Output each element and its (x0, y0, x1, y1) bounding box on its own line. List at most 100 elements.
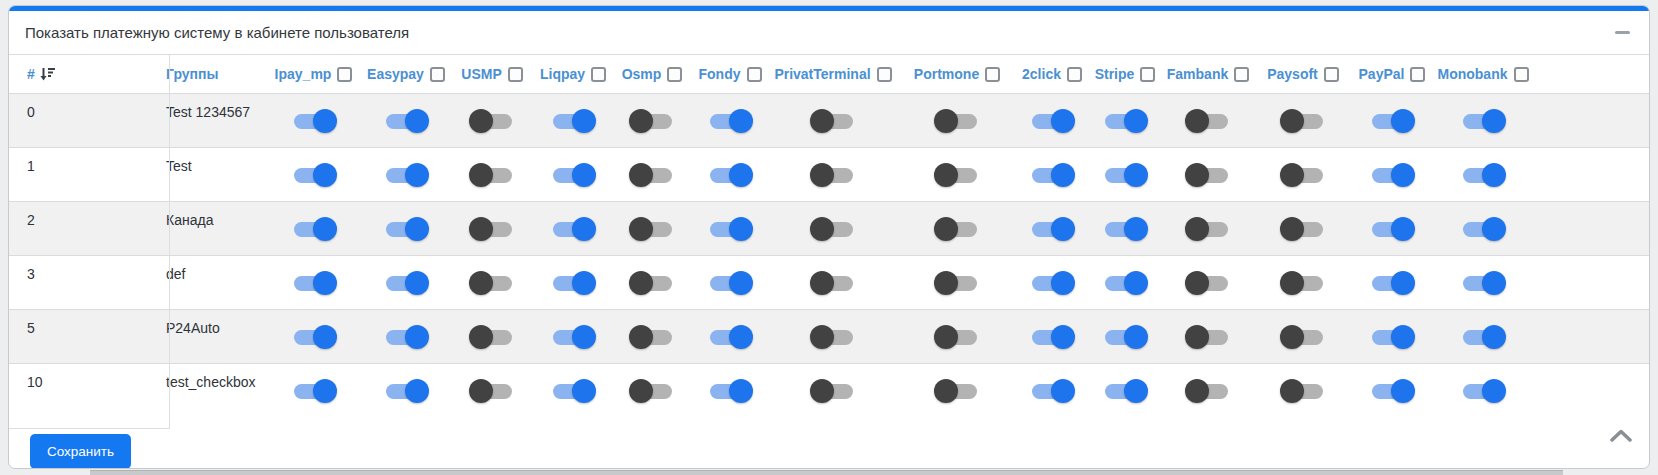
column-select-checkbox-2click[interactable] (1067, 67, 1082, 82)
toggle-liqpay-row-10[interactable] (550, 377, 596, 405)
toggle-stripe-row-0[interactable] (1102, 107, 1148, 135)
toggle-paypal-row-10[interactable] (1369, 377, 1415, 405)
save-button[interactable]: Сохранить (30, 434, 131, 469)
sort-amount-down-icon[interactable] (40, 67, 55, 81)
toggle-paysoft-row-5[interactable] (1280, 323, 1326, 351)
toggle-fambank-row-3[interactable] (1185, 269, 1231, 297)
toggle-easypay-row-5[interactable] (383, 323, 429, 351)
toggle-fambank-row-0[interactable] (1185, 107, 1231, 135)
toggle-paysoft-row-1[interactable] (1280, 161, 1326, 189)
toggle-ipay_mp-row-2[interactable] (291, 215, 337, 243)
toggle-easypay-row-10[interactable] (383, 377, 429, 405)
column-select-checkbox-paypal[interactable] (1410, 67, 1425, 82)
toggle-portmone-row-2[interactable] (934, 215, 980, 243)
toggle-portmone-row-1[interactable] (934, 161, 980, 189)
toggle-portmone-row-10[interactable] (934, 377, 980, 405)
toggle-monobank-row-2[interactable] (1460, 215, 1506, 243)
toggle-fondy-row-0[interactable] (707, 107, 753, 135)
toggle-portmone-row-5[interactable] (934, 323, 980, 351)
toggle-paypal-row-0[interactable] (1369, 107, 1415, 135)
toggle-2click-row-5[interactable] (1029, 323, 1075, 351)
toggle-osmp-row-10[interactable] (629, 377, 675, 405)
toggle-liqpay-row-5[interactable] (550, 323, 596, 351)
toggle-ipay_mp-row-3[interactable] (291, 269, 337, 297)
column-select-checkbox-easypay[interactable] (430, 67, 445, 82)
toggle-paypal-row-3[interactable] (1369, 269, 1415, 297)
toggle-paypal-row-5[interactable] (1369, 323, 1415, 351)
toggle-ipay_mp-row-5[interactable] (291, 323, 337, 351)
toggle-usmp-row-5[interactable] (469, 323, 515, 351)
toggle-privatterminal-row-3[interactable] (810, 269, 856, 297)
toggle-easypay-row-2[interactable] (383, 215, 429, 243)
column-select-checkbox-fambank[interactable] (1234, 67, 1249, 82)
toggle-2click-row-3[interactable] (1029, 269, 1075, 297)
toggle-ipay_mp-row-10[interactable] (291, 377, 337, 405)
toggle-2click-row-2[interactable] (1029, 215, 1075, 243)
column-select-checkbox-usmp[interactable] (508, 67, 523, 82)
toggle-liqpay-row-1[interactable] (550, 161, 596, 189)
toggle-osmp-row-5[interactable] (629, 323, 675, 351)
toggle-paypal-row-2[interactable] (1369, 215, 1415, 243)
toggle-fondy-row-1[interactable] (707, 161, 753, 189)
toggle-usmp-row-0[interactable] (469, 107, 515, 135)
toggle-monobank-row-5[interactable] (1460, 323, 1506, 351)
column-select-checkbox-portmone[interactable] (985, 67, 1000, 82)
toggle-ipay_mp-row-1[interactable] (291, 161, 337, 189)
toggle-fambank-row-1[interactable] (1185, 161, 1231, 189)
toggle-monobank-row-3[interactable] (1460, 269, 1506, 297)
toggle-easypay-row-1[interactable] (383, 161, 429, 189)
toggle-stripe-row-10[interactable] (1102, 377, 1148, 405)
scroll-top-button[interactable] (1607, 423, 1635, 447)
column-select-checkbox-osmp[interactable] (667, 67, 682, 82)
toggle-stripe-row-5[interactable] (1102, 323, 1148, 351)
toggle-privatterminal-row-1[interactable] (810, 161, 856, 189)
toggle-monobank-row-0[interactable] (1460, 107, 1506, 135)
toggle-privatterminal-row-10[interactable] (810, 377, 856, 405)
column-select-checkbox-privatterminal[interactable] (877, 67, 892, 82)
column-select-checkbox-fondy[interactable] (747, 67, 762, 82)
collapse-button[interactable] (1611, 22, 1633, 44)
toggle-fondy-row-5[interactable] (707, 323, 753, 351)
toggle-liqpay-row-3[interactable] (550, 269, 596, 297)
toggle-liqpay-row-0[interactable] (550, 107, 596, 135)
toggle-privatterminal-row-2[interactable] (810, 215, 856, 243)
toggle-fondy-row-3[interactable] (707, 269, 753, 297)
toggle-portmone-row-3[interactable] (934, 269, 980, 297)
toggle-privatterminal-row-5[interactable] (810, 323, 856, 351)
toggle-paypal-row-1[interactable] (1369, 161, 1415, 189)
toggle-fambank-row-10[interactable] (1185, 377, 1231, 405)
toggle-fondy-row-10[interactable] (707, 377, 753, 405)
toggle-osmp-row-1[interactable] (629, 161, 675, 189)
toggle-fambank-row-5[interactable] (1185, 323, 1231, 351)
toggle-osmp-row-2[interactable] (629, 215, 675, 243)
toggle-easypay-row-3[interactable] (383, 269, 429, 297)
column-select-checkbox-stripe[interactable] (1140, 67, 1155, 82)
toggle-usmp-row-3[interactable] (469, 269, 515, 297)
toggle-privatterminal-row-0[interactable] (810, 107, 856, 135)
toggle-monobank-row-10[interactable] (1460, 377, 1506, 405)
column-select-checkbox-liqpay[interactable] (591, 67, 606, 82)
column-select-checkbox-monobank[interactable] (1514, 67, 1529, 82)
toggle-portmone-row-0[interactable] (934, 107, 980, 135)
toggle-ipay_mp-row-0[interactable] (291, 107, 337, 135)
column-select-checkbox-paysoft[interactable] (1324, 67, 1339, 82)
toggle-stripe-row-2[interactable] (1102, 215, 1148, 243)
toggle-osmp-row-3[interactable] (629, 269, 675, 297)
toggle-2click-row-0[interactable] (1029, 107, 1075, 135)
toggle-usmp-row-1[interactable] (469, 161, 515, 189)
toggle-osmp-row-0[interactable] (629, 107, 675, 135)
toggle-fambank-row-2[interactable] (1185, 215, 1231, 243)
toggle-2click-row-1[interactable] (1029, 161, 1075, 189)
toggle-stripe-row-3[interactable] (1102, 269, 1148, 297)
toggle-monobank-row-1[interactable] (1460, 161, 1506, 189)
toggle-paysoft-row-3[interactable] (1280, 269, 1326, 297)
toggle-usmp-row-10[interactable] (469, 377, 515, 405)
toggle-stripe-row-1[interactable] (1102, 161, 1148, 189)
toggle-paysoft-row-0[interactable] (1280, 107, 1326, 135)
toggle-easypay-row-0[interactable] (383, 107, 429, 135)
toggle-paysoft-row-2[interactable] (1280, 215, 1326, 243)
column-select-checkbox-ipay_mp[interactable] (337, 67, 352, 82)
toggle-paysoft-row-10[interactable] (1280, 377, 1326, 405)
toggle-2click-row-10[interactable] (1029, 377, 1075, 405)
toggle-usmp-row-2[interactable] (469, 215, 515, 243)
